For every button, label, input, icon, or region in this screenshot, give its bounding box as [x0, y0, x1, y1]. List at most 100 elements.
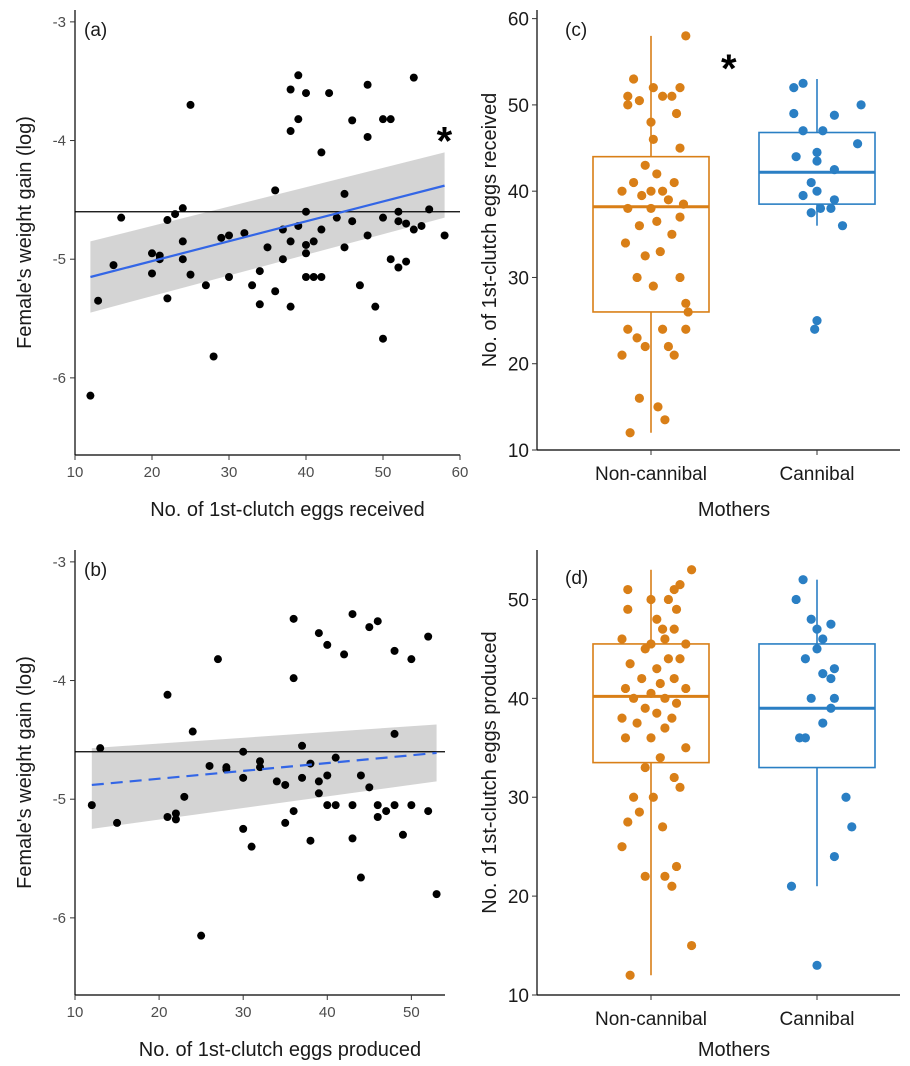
data-point	[356, 873, 365, 882]
data-point	[281, 818, 290, 827]
jitter-point	[623, 817, 633, 827]
scatter-panel-a	[70, 10, 461, 460]
jitter-point	[634, 807, 645, 817]
x-tick-label: 50	[375, 464, 392, 481]
box-panel-c	[532, 10, 900, 455]
x-axis-label: No. of 1st-clutch eggs produced	[139, 1039, 421, 1061]
data-point	[348, 116, 357, 125]
x-axis-label: Mothers	[698, 499, 770, 521]
data-point	[256, 757, 264, 766]
x-tick-label: 40	[319, 1004, 336, 1021]
data-point	[256, 763, 264, 772]
data-point	[239, 773, 248, 782]
jitter-point	[640, 341, 650, 352]
jitter-point	[675, 143, 685, 153]
jitter-point	[669, 673, 679, 684]
jitter-point	[646, 186, 656, 196]
data-point	[271, 287, 280, 296]
data-point	[178, 204, 187, 213]
data-point	[255, 267, 264, 276]
data-point	[205, 761, 214, 770]
data-point	[163, 813, 172, 821]
data-point	[271, 186, 280, 195]
data-point	[348, 801, 357, 810]
jitter-point	[629, 792, 639, 802]
jitter-point	[675, 272, 685, 283]
data-point	[371, 302, 380, 311]
jitter-point	[687, 565, 697, 575]
data-point	[197, 931, 206, 940]
jitter-point	[791, 152, 801, 162]
box-iqr	[758, 643, 876, 769]
jitter-point	[634, 221, 645, 231]
jitter-point	[667, 881, 677, 891]
jitter-point	[640, 251, 650, 261]
data-point	[186, 100, 195, 109]
jitter-point	[663, 654, 674, 664]
jitter-point	[669, 177, 679, 188]
data-point	[314, 777, 323, 786]
data-point	[302, 207, 310, 216]
jitter-point	[655, 753, 665, 763]
data-point	[117, 213, 126, 222]
data-point	[180, 792, 189, 801]
data-point	[302, 240, 310, 249]
jitter-point	[812, 644, 822, 654]
box-panel-d	[532, 550, 900, 1000]
jitter-point	[818, 634, 828, 644]
data-point	[306, 836, 315, 845]
y-tick-label: 40	[508, 689, 529, 710]
jitter-point	[646, 733, 656, 743]
data-point	[348, 610, 357, 619]
panel-label: (a)	[84, 20, 107, 41]
jitter-point	[658, 324, 668, 334]
data-point	[314, 789, 323, 798]
data-point	[281, 780, 290, 789]
jitter-point	[853, 139, 863, 149]
y-tick-label: 30	[508, 788, 529, 809]
jitter-point	[653, 402, 663, 412]
jitter-point	[663, 341, 674, 352]
jitter-point	[663, 594, 674, 605]
jitter-point	[681, 298, 691, 308]
jitter-point	[629, 177, 639, 188]
jitter-point	[640, 762, 650, 773]
jitter-point	[617, 350, 627, 360]
data-point	[239, 747, 248, 756]
y-tick-label: 30	[508, 268, 529, 289]
x-tick-label: 30	[221, 464, 238, 481]
data-point	[96, 744, 105, 753]
box-iqr	[592, 155, 710, 313]
jitter-point	[681, 683, 691, 694]
jitter-point	[623, 91, 633, 101]
jitter-point	[646, 639, 656, 649]
jitter-point	[660, 634, 670, 644]
data-point	[409, 225, 418, 234]
jitter-point	[617, 842, 627, 852]
data-point	[386, 115, 395, 124]
jitter-point	[652, 664, 662, 674]
data-point	[171, 809, 180, 818]
jitter-point	[632, 272, 642, 283]
jitter-point	[829, 165, 840, 175]
data-point	[240, 229, 249, 238]
data-point	[294, 71, 303, 80]
jitter-point	[669, 350, 679, 360]
jitter-point	[655, 678, 665, 689]
data-point	[363, 132, 372, 141]
confidence-band	[90, 152, 445, 313]
data-point	[417, 221, 426, 230]
x-tick-label: 60	[452, 464, 469, 481]
y-tick-label: 60	[508, 10, 529, 31]
data-point	[314, 629, 323, 638]
x-axis-label: No. of 1st-clutch eggs received	[150, 499, 425, 521]
y-tick-label: 50	[508, 590, 529, 611]
jitter-point	[829, 195, 840, 205]
x-category-label: Cannibal	[780, 464, 855, 485]
data-point	[379, 115, 387, 124]
jitter-point	[652, 216, 662, 226]
data-point	[317, 225, 326, 234]
jitter-point	[623, 584, 633, 595]
data-point	[390, 801, 399, 810]
data-point	[302, 249, 310, 258]
